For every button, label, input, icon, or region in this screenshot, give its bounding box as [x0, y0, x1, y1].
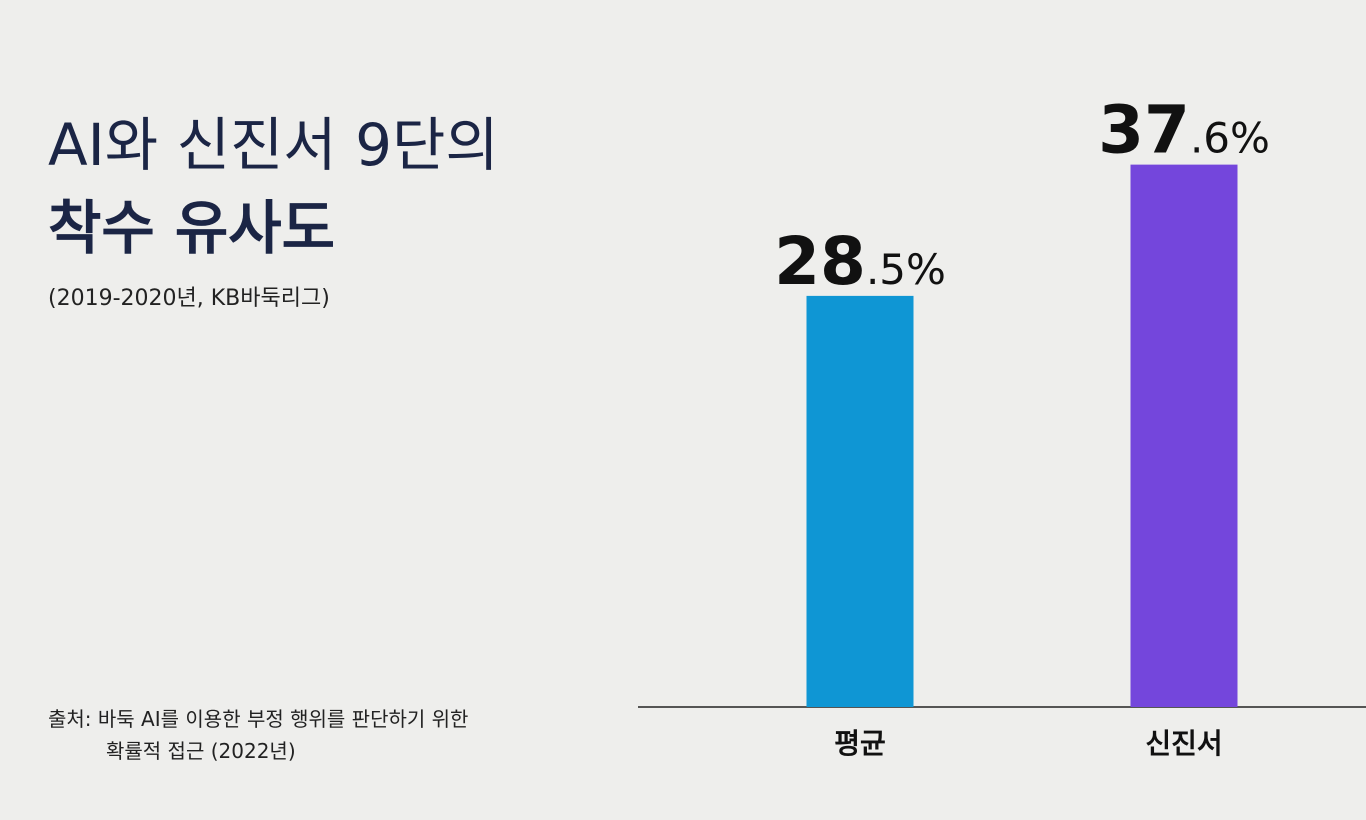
source: 출처: 바둑 AI를 이용한 부정 행위를 판단하기 위한	[48, 707, 468, 731]
chart-title: AI와 신진서 9단의	[48, 111, 499, 179]
bar	[1130, 164, 1238, 707]
subtitle: (2019-2020년, KB바둑리그)	[48, 286, 330, 311]
x-tick-label: 신진서	[1145, 727, 1222, 760]
x-tick-label: 평균	[834, 727, 886, 760]
bar	[806, 295, 914, 707]
chart-title: 착수 유사도	[48, 194, 335, 262]
data-label: 37.6%	[1098, 92, 1270, 169]
data-label: 28.5%	[774, 223, 946, 300]
source: 확률적 접근 (2022년)	[106, 739, 296, 763]
